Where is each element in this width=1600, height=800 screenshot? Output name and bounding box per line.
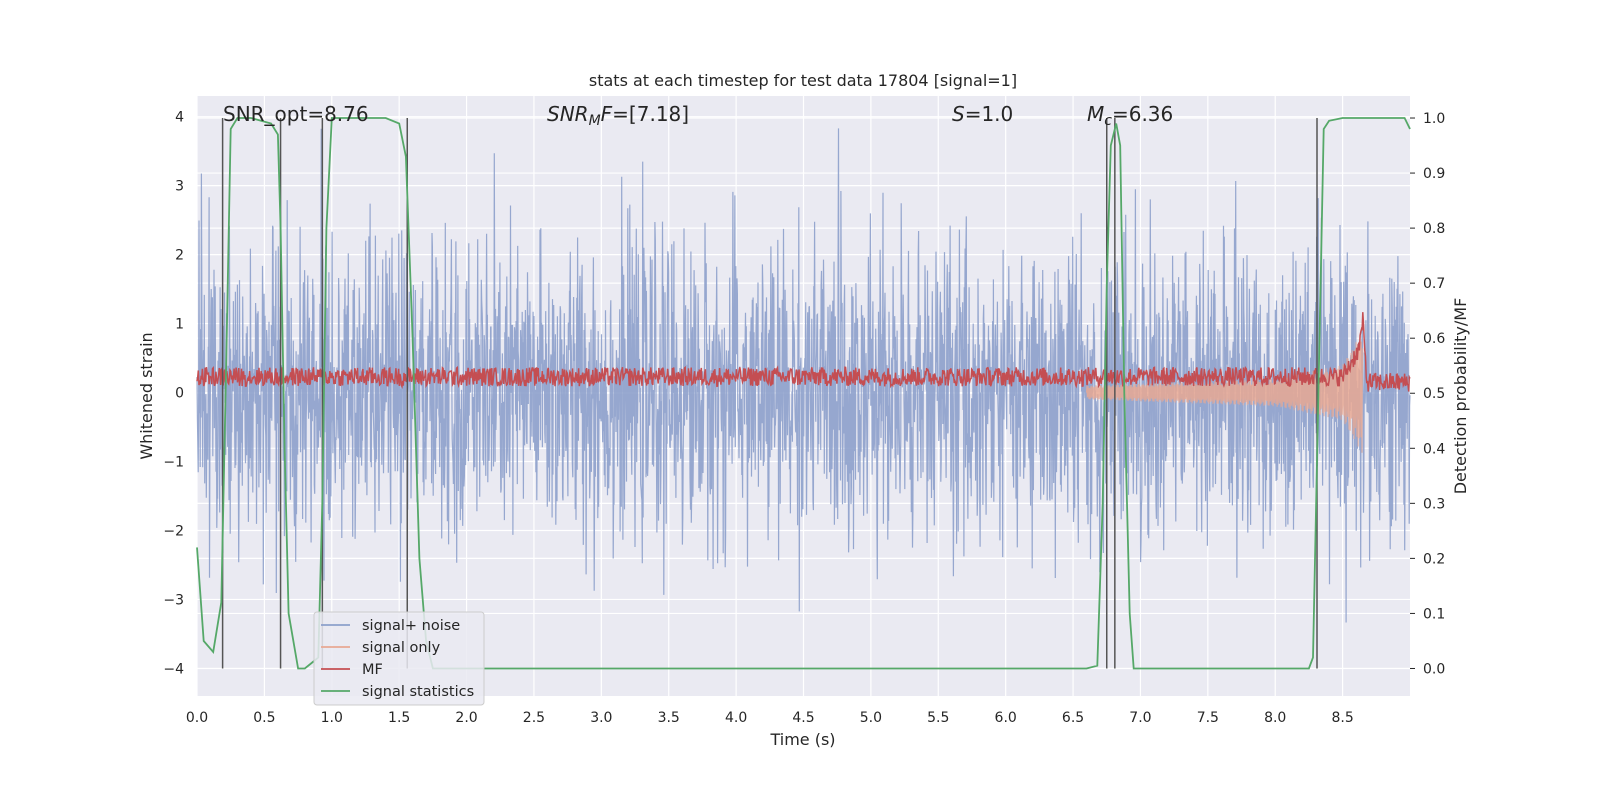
annotation-mc: Mc=6.36 — [1087, 102, 1173, 129]
y-left-tick-label-3: 1 — [175, 317, 184, 333]
annotation-snr-opt: SNR_opt=8.76 — [223, 102, 369, 126]
chart-title: stats at each timestep for test data 178… — [589, 71, 1017, 90]
y-left-tick-label-5: −1 — [163, 455, 184, 471]
x-tick-label-1: 0.5 — [253, 710, 275, 726]
y-right-tick-label-1: 0.9 — [1423, 166, 1445, 182]
mc-value: =6.36 — [1112, 102, 1173, 126]
y-left-tick-label-2: 2 — [175, 248, 184, 264]
x-tick-label-7: 3.5 — [658, 710, 680, 726]
annotation-s: S=1.0 — [952, 102, 1013, 126]
mf-layer — [196, 312, 1411, 392]
x-axis-ticks: 0.0 0.5 1.0 1.5 2.0 2.5 3.0 3.5 4.0 4.5 5.0 5.5 6.0 6… — [186, 710, 1354, 726]
stat-layer — [196, 117, 1411, 670]
y-left-tick-label-7: −3 — [163, 592, 184, 608]
series-signal-statistics — [196, 117, 1411, 670]
y-right-tick-label-10: 0.0 — [1423, 661, 1445, 677]
snr-mf-value: =[7.18] — [612, 102, 689, 126]
x-tick-label-9: 4.5 — [792, 710, 814, 726]
s-value: =1.0 — [965, 102, 1014, 126]
x-tick-label-6: 3.0 — [590, 710, 612, 726]
x-tick-label-8: 4.0 — [725, 710, 747, 726]
plot-area — [196, 96, 1411, 696]
y-right-tick-label-7: 0.3 — [1423, 496, 1445, 512]
x-tick-label-5: 2.5 — [523, 710, 545, 726]
y-left-tick-label-8: −4 — [163, 661, 184, 677]
y-left-tick-label-0: 4 — [175, 110, 184, 126]
snr-mf-suffix: F — [601, 102, 613, 126]
legend-label-mf: MF — [362, 662, 383, 678]
y-right-tick-label-3: 0.7 — [1423, 276, 1445, 292]
x-tick-label-0: 0.0 — [186, 710, 208, 726]
y-right-tick-label-4: 0.6 — [1423, 331, 1445, 347]
x-tick-label-17: 8.5 — [1331, 710, 1353, 726]
x-tick-label-14: 7.0 — [1129, 710, 1151, 726]
x-tick-label-15: 7.5 — [1197, 710, 1219, 726]
legend-label-signal-only: signal only — [362, 640, 441, 656]
annotation-snr-mf: SNRMF=[7.18] — [547, 102, 689, 129]
y-axis-right-ticks: 1.0 0.9 0.8 0.7 0.6 0.5 0.4 0.3 0.2 0.1 0.0 — [1410, 111, 1445, 677]
x-tick-label-3: 1.5 — [388, 710, 410, 726]
x-tick-label-16: 8.0 — [1264, 710, 1286, 726]
y-right-tick-label-6: 0.4 — [1423, 441, 1445, 457]
x-tick-label-2: 1.0 — [321, 710, 343, 726]
x-tick-label-11: 5.5 — [927, 710, 949, 726]
x-tick-label-4: 2.0 — [455, 710, 477, 726]
x-tick-label-12: 6.0 — [995, 710, 1017, 726]
legend-label-signal-statistics: signal statistics — [362, 684, 474, 700]
mc-symbol: M — [1087, 102, 1104, 126]
y-axis-left-ticks: 4 3 2 1 0 −1 −2 −3 −4 — [163, 110, 184, 678]
x-axis-label: Time (s) — [769, 730, 835, 749]
x-tick-label-10: 5.0 — [860, 710, 882, 726]
y-right-tick-label-8: 0.2 — [1423, 551, 1445, 567]
y-axis-right-label: Detection probability/MF — [1451, 298, 1470, 495]
y-left-tick-label-1: 3 — [175, 179, 184, 195]
x-tick-label-13: 6.5 — [1062, 710, 1084, 726]
y-right-tick-label-0: 1.0 — [1423, 111, 1445, 127]
legend-label-signal-noise: signal+ noise — [362, 618, 460, 634]
y-right-tick-label-5: 0.5 — [1423, 386, 1445, 402]
y-axis-left-label: Whitened strain — [137, 332, 156, 459]
y-left-tick-label-6: −2 — [163, 523, 184, 539]
legend-box — [313, 611, 485, 706]
y-right-tick-label-9: 0.1 — [1423, 606, 1445, 622]
y-right-tick-label-2: 0.8 — [1423, 221, 1445, 237]
snr-mf-prefix: SNR — [547, 102, 589, 126]
s-symbol: S — [952, 102, 965, 126]
snr-mf-sub: M — [589, 113, 601, 129]
series-mf — [196, 312, 1411, 392]
legend: signal+ noise signal only MF signal stat… — [313, 611, 485, 706]
y-left-tick-label-4: 0 — [175, 386, 184, 402]
mc-sub: c — [1104, 113, 1112, 129]
